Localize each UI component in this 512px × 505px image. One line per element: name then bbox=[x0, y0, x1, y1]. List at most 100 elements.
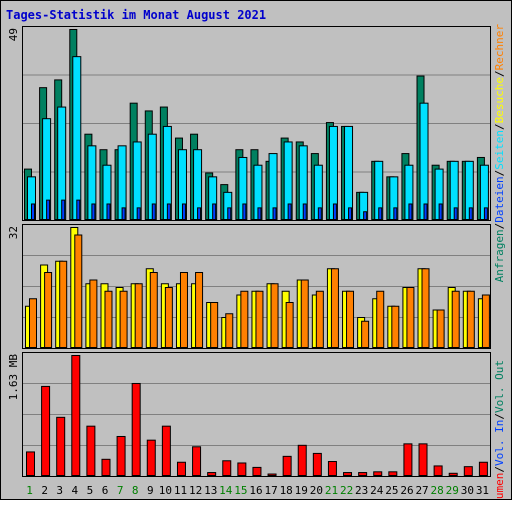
bar-dateien bbox=[483, 207, 488, 220]
legend-entry: Besuche bbox=[493, 77, 506, 123]
bar-rechner bbox=[315, 290, 324, 348]
bar-volumen bbox=[71, 355, 81, 476]
bar-volumen bbox=[41, 385, 51, 477]
bar-rechner bbox=[134, 283, 143, 348]
x-tick-label: 19 bbox=[295, 484, 308, 497]
x-tick-label: 13 bbox=[204, 484, 217, 497]
bar-volumen bbox=[448, 472, 458, 477]
legend-entry: / bbox=[493, 466, 506, 473]
bar-rechner bbox=[149, 272, 158, 348]
bar-volumen bbox=[192, 446, 202, 476]
legend-entry: Vol. In bbox=[493, 420, 506, 466]
bar-rechner bbox=[119, 290, 128, 348]
bar-rechner bbox=[179, 272, 188, 348]
legend-entry: Anfragen bbox=[493, 229, 506, 282]
x-tick-label: 25 bbox=[385, 484, 398, 497]
bar-volumen bbox=[116, 435, 126, 477]
x-tick-label: 24 bbox=[370, 484, 384, 497]
bar-volumen bbox=[252, 466, 262, 477]
x-tick-label: 29 bbox=[446, 484, 459, 497]
legend-hits-visits: Anfragen/Dateien/Seiten/Besuche/Rechner bbox=[493, 24, 506, 283]
bar-rechner bbox=[89, 279, 98, 348]
x-tick-label: 30 bbox=[461, 484, 474, 497]
bar-dateien bbox=[197, 207, 202, 220]
bar-rechner bbox=[466, 290, 475, 348]
bar-volumen bbox=[86, 425, 96, 476]
bar-dateien bbox=[136, 207, 141, 220]
bar-dateien bbox=[46, 199, 51, 220]
bar-rechner bbox=[421, 268, 430, 348]
bar-dateien bbox=[363, 211, 368, 221]
legend-entry: Vol. Out bbox=[493, 360, 506, 413]
bar-rechner bbox=[59, 260, 68, 348]
bar-dateien bbox=[257, 207, 262, 220]
bar-dateien bbox=[181, 203, 186, 220]
legend-entry: / bbox=[493, 223, 506, 230]
y-max-label-volume: 1.63 MB bbox=[7, 354, 20, 401]
bar-dateien bbox=[76, 199, 81, 220]
bar-dateien bbox=[31, 203, 35, 220]
bar-volumen bbox=[101, 458, 111, 476]
bar-volumen bbox=[207, 472, 217, 476]
legend-entry: / bbox=[493, 413, 506, 420]
bar-dateien bbox=[408, 203, 413, 220]
y-max-label-hits: 49 bbox=[7, 28, 20, 41]
chart-title: Tages-Statistik im Monat August 2021 bbox=[6, 8, 266, 22]
bar-rechner bbox=[361, 320, 370, 348]
bar-volumen bbox=[418, 443, 428, 477]
bar-rechner bbox=[210, 302, 219, 348]
bar-volumen bbox=[26, 451, 35, 476]
bar-volumen bbox=[463, 466, 473, 477]
panel-volume bbox=[22, 352, 491, 477]
bar-rechner bbox=[164, 287, 173, 348]
x-tick-label: 10 bbox=[159, 484, 172, 497]
bar-volumen bbox=[237, 462, 247, 476]
bar-volumen bbox=[297, 444, 307, 476]
bar-dateien bbox=[91, 203, 96, 220]
chart-panels bbox=[22, 26, 491, 477]
x-tick-label: 5 bbox=[87, 484, 94, 497]
x-tick-label: 31 bbox=[476, 484, 489, 497]
bar-rechner bbox=[255, 290, 264, 348]
bar-rechner bbox=[225, 313, 234, 348]
bar-rechner bbox=[195, 272, 204, 348]
panel-visits bbox=[22, 224, 491, 349]
x-tick-label: 14 bbox=[219, 484, 233, 497]
legend-entry: Rechner bbox=[493, 24, 506, 71]
bar-rechner bbox=[270, 283, 279, 348]
bar-volumen bbox=[327, 461, 337, 476]
legend-entry: / bbox=[493, 70, 506, 77]
bar-dateien bbox=[242, 203, 247, 220]
bar-volumen bbox=[222, 460, 232, 476]
x-axis-labels: 1 2 3 4 5 6 7 8 9 10 11 12 13 14 15 16 17 18 19 20 21 22 23 24 2… bbox=[26, 484, 489, 497]
x-tick-label: 6 bbox=[102, 484, 109, 497]
bar-dateien bbox=[106, 203, 111, 220]
bar-volumen bbox=[358, 472, 368, 476]
bar-dateien bbox=[227, 207, 232, 220]
x-tick-label: 23 bbox=[355, 484, 368, 497]
bar-rechner bbox=[436, 309, 445, 348]
x-tick-label: 11 bbox=[174, 484, 187, 497]
bar-volumen bbox=[146, 439, 156, 476]
bar-dateien bbox=[317, 207, 322, 220]
bar-dateien bbox=[151, 203, 156, 220]
x-tick-label: 8 bbox=[132, 484, 139, 497]
panel-hits-frame bbox=[22, 26, 491, 221]
legend-entry: / bbox=[493, 170, 506, 177]
bar-volumen bbox=[282, 455, 292, 476]
bar-seiten bbox=[419, 102, 429, 220]
bar-dateien bbox=[393, 207, 398, 220]
bar-dateien bbox=[438, 203, 443, 220]
bar-volumen bbox=[312, 452, 322, 477]
panel-visits-frame bbox=[22, 224, 491, 349]
x-tick-label: 21 bbox=[325, 484, 338, 497]
bar-dateien bbox=[378, 207, 383, 220]
bar-dateien bbox=[468, 207, 473, 220]
bar-dateien bbox=[453, 207, 458, 220]
y-max-label-visits: 32 bbox=[7, 226, 20, 239]
bar-dateien bbox=[212, 203, 217, 220]
bar-volumen bbox=[267, 473, 277, 477]
x-tick-label: 22 bbox=[340, 484, 353, 497]
x-tick-label: 20 bbox=[310, 484, 323, 497]
bar-rechner bbox=[44, 272, 53, 348]
